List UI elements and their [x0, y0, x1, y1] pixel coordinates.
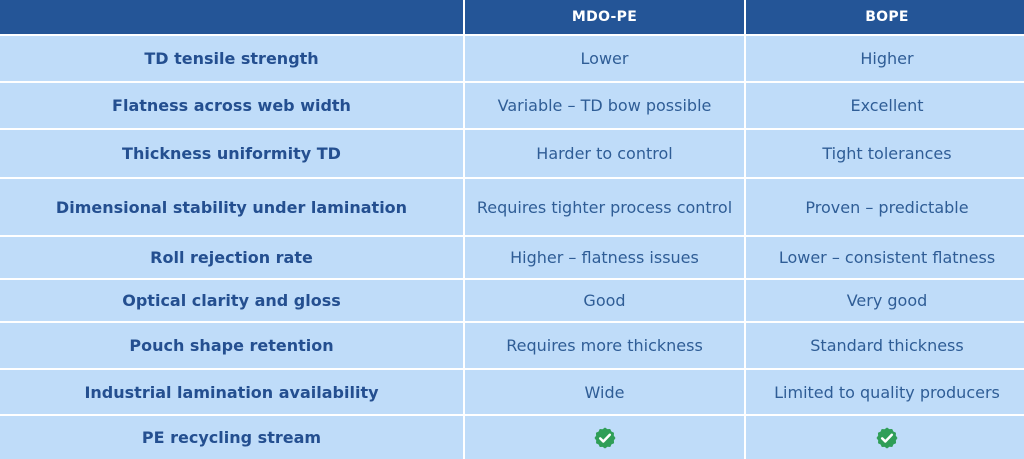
- mdo-value-thickness-uniformity: Harder to control: [465, 130, 744, 177]
- bope-value-pouch-shape-retention: Standard thickness: [746, 323, 1024, 368]
- row-label-industrial-lamination: Industrial lamination availability: [0, 370, 463, 414]
- bope-value-flatness: Excellent: [746, 83, 1024, 128]
- bope-value-industrial-lamination: Limited to quality producers: [746, 370, 1024, 414]
- bope-value-pe-recycling-stream: [746, 416, 1024, 459]
- bope-value-optical-clarity: Very good: [746, 280, 1024, 321]
- row-label-td-tensile-strength: TD tensile strength: [0, 36, 463, 81]
- mdo-value-td-tensile-strength: Lower: [465, 36, 744, 81]
- bope-value-dimensional-stability: Proven – predictable: [746, 179, 1024, 235]
- check-badge-icon: [594, 427, 615, 448]
- mdo-value-roll-rejection-rate: Higher – flatness issues: [465, 237, 744, 278]
- mdo-value-dimensional-stability: Requires tighter process control: [465, 179, 744, 235]
- mdo-value-flatness: Variable – TD bow possible: [465, 83, 744, 128]
- bope-value-roll-rejection-rate: Lower – consistent flatness: [746, 237, 1024, 278]
- row-label-dimensional-stability: Dimensional stability under lamination: [0, 179, 463, 235]
- mdo-value-pe-recycling-stream: [465, 416, 744, 459]
- row-label-thickness-uniformity: Thickness uniformity TD: [0, 130, 463, 177]
- mdo-value-optical-clarity: Good: [465, 280, 744, 321]
- row-label-roll-rejection-rate: Roll rejection rate: [0, 237, 463, 278]
- header-corner-cell: [0, 0, 463, 34]
- row-label-flatness: Flatness across web width: [0, 83, 463, 128]
- header-bope: BOPE: [746, 0, 1024, 34]
- row-label-pe-recycling-stream: PE recycling stream: [0, 416, 463, 459]
- mdo-value-industrial-lamination: Wide: [465, 370, 744, 414]
- header-mdo-pe: MDO-PE: [465, 0, 744, 34]
- bope-value-td-tensile-strength: Higher: [746, 36, 1024, 81]
- row-label-optical-clarity: Optical clarity and gloss: [0, 280, 463, 321]
- check-badge-icon: [876, 427, 898, 448]
- mdo-value-pouch-shape-retention: Requires more thickness: [465, 323, 744, 368]
- row-label-pouch-shape-retention: Pouch shape retention: [0, 323, 463, 368]
- bope-value-thickness-uniformity: Tight tolerances: [746, 130, 1024, 177]
